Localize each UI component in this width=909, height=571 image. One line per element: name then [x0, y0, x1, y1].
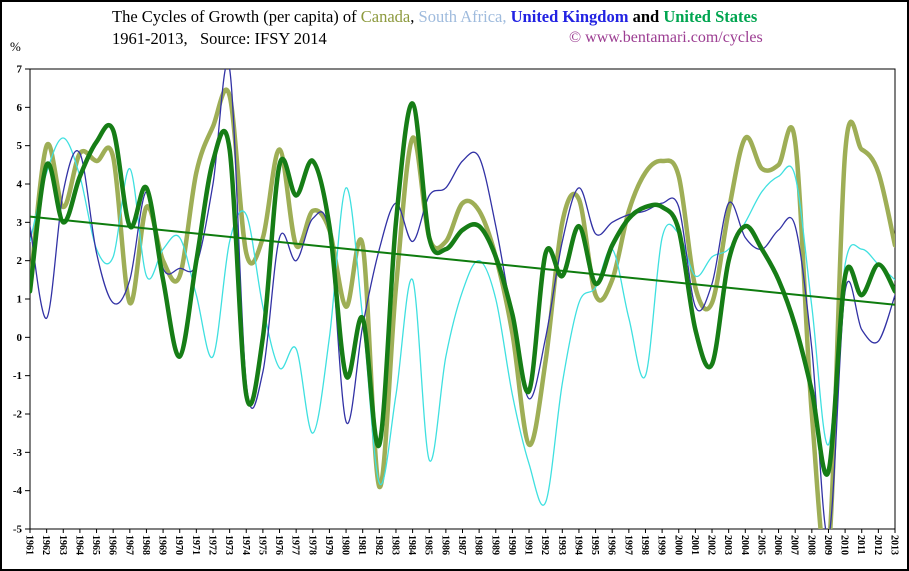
x-tick-label: 1973: [223, 535, 234, 555]
x-tick-label: 1968: [140, 535, 151, 555]
y-tick-label: 3: [17, 217, 23, 229]
y-tick-label: 1: [17, 294, 23, 306]
y-tick-label: -2: [13, 409, 23, 421]
x-tick-label: 2002: [706, 535, 717, 555]
y-tick-label: 2: [17, 255, 23, 267]
x-tick-label: 1983: [389, 535, 400, 555]
chart-subtitle: 1961-2013, Source: IFSY 2014: [112, 29, 327, 48]
x-tick-label: 1979: [323, 535, 334, 555]
x-tick-label: 1996: [606, 535, 617, 555]
y-tick-label: -3: [13, 447, 23, 459]
x-tick-label: 2000: [672, 535, 683, 555]
x-tick-label: 1997: [622, 535, 633, 555]
x-tick-label: 2007: [789, 535, 800, 555]
x-tick-label: 1982: [373, 535, 384, 555]
title-separator-and: and: [628, 7, 664, 26]
x-tick-label: 1977: [290, 535, 301, 555]
x-tick-label: 1976: [273, 535, 284, 555]
x-tick-label: 1967: [123, 535, 134, 555]
title-text: The Cycles of Growth (per capita) of: [112, 7, 361, 26]
x-tick-label: 1961: [24, 535, 35, 555]
x-tick-label: 1989: [489, 535, 500, 555]
series-united-kingdom: [30, 69, 895, 529]
x-tick-label: 1978: [306, 535, 317, 555]
chart-title: The Cycles of Growth (per capita) of Can…: [112, 7, 757, 27]
y-axis: 7 6 5 4 3 2 1 0 -1 -2 -3 -4 -5: [13, 64, 30, 536]
x-tick-label: 1985: [423, 535, 434, 555]
series-canada: [30, 87, 895, 529]
x-tick-label: 1998: [639, 535, 650, 555]
x-tick-label: 2004: [739, 535, 750, 555]
series-united-states: [30, 101, 895, 477]
x-tick-label: 1993: [556, 535, 567, 555]
x-tick-label: 2012: [872, 535, 883, 555]
x-tick-label: 1994: [572, 535, 583, 555]
x-tick-label: 2003: [722, 535, 733, 555]
x-tick-label: 1974: [240, 535, 251, 555]
y-tick-label: 5: [17, 140, 23, 152]
x-tick-label: 1984: [406, 535, 417, 555]
x-tick-label: 1988: [473, 535, 484, 555]
y-tick-label: -5: [13, 524, 23, 536]
x-tick-label: 2001: [689, 535, 700, 555]
x-tick-label: 2006: [772, 535, 783, 555]
x-tick-label: 1992: [539, 535, 550, 555]
x-tick-label: 1987: [456, 535, 467, 555]
x-tick-label: 2010: [839, 535, 850, 555]
y-tick-label: 7: [17, 64, 23, 76]
x-tick-label: 1966: [107, 535, 118, 555]
series-group: [30, 69, 895, 529]
x-tick-label: 1995: [589, 535, 600, 555]
x-tick-label: 1999: [656, 535, 667, 555]
x-tick-label: 1964: [73, 535, 84, 555]
x-tick-label: 1986: [439, 535, 450, 555]
y-tick-label: 4: [17, 179, 23, 191]
y-tick-label: -1: [13, 370, 22, 382]
x-tick-label: 1962: [40, 535, 51, 555]
y-tick-label: -4: [13, 485, 23, 497]
x-tick-label: 1990: [506, 535, 517, 555]
x-tick-label: 1981: [356, 535, 367, 555]
x-tick-label: 1965: [90, 535, 101, 555]
title-separator-1: ,: [410, 7, 419, 26]
x-tick-label: 1970: [173, 535, 184, 555]
x-tick-label: 2013: [889, 535, 900, 555]
series-south-africa: [30, 137, 895, 506]
x-tick-label: 2009: [822, 535, 833, 555]
trend-line: [30, 215, 895, 306]
x-tick-label: 2008: [805, 535, 816, 555]
x-tick-label: 1971: [190, 535, 201, 555]
plot-frame: [29, 68, 896, 530]
x-tick-label: 1972: [206, 535, 217, 555]
title-country-canada: Canada: [360, 7, 411, 26]
x-tick-label: 1980: [340, 535, 351, 555]
y-tick-label: 6: [17, 102, 23, 114]
title-country-united-states: United States: [663, 7, 758, 26]
title-country-united-kingdom: United Kingdom: [510, 7, 629, 26]
title-country-south-africa: South Africa,: [418, 7, 507, 26]
x-tick-label: 2011: [855, 535, 866, 554]
y-tick-label: 0: [17, 332, 23, 344]
copyright-text: © www.bentamari.com/cycles: [569, 29, 763, 46]
y-axis-unit-label: %: [10, 39, 21, 54]
x-tick-label: 1969: [157, 535, 168, 555]
x-tick-label: 1975: [256, 535, 267, 555]
x-tick-label: 1991: [523, 535, 534, 555]
x-axis: 1961 1962 1963 1964 1965 1966 1967 1968 1969 1970…: [24, 529, 900, 555]
x-tick-label: 2005: [755, 535, 766, 555]
x-tick-label: 1963: [57, 535, 68, 555]
